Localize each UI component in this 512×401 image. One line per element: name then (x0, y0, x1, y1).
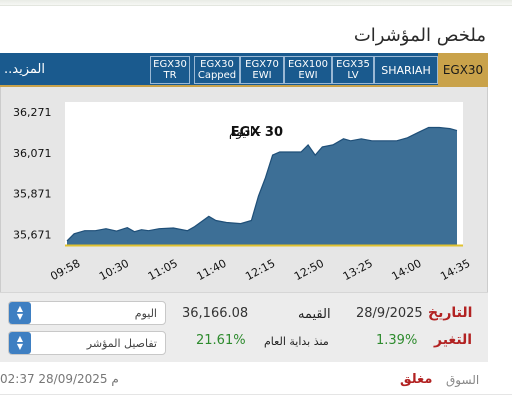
series-line (66, 126, 458, 242)
y-tick-label: 35,671 (13, 229, 52, 242)
select-arrows-icon: ▲ ▼ (9, 332, 31, 354)
index-value: 36,166.08 (182, 306, 249, 321)
tab-egx30-capped[interactable]: EGX30 Capped (194, 56, 240, 84)
x-tick-label: 11:05 (146, 257, 180, 283)
tab-egx100-ewi[interactable]: EGX100 EWI (284, 56, 332, 84)
tab-egx30[interactable]: EGX30 (438, 53, 488, 87)
date-label: التاريخ (428, 305, 473, 321)
x-tick-label: 11:40 (195, 257, 229, 283)
ytd-label: منذ بداية العام (264, 335, 329, 348)
period-select[interactable]: ▲ ▼ اليوم (8, 301, 166, 325)
chart-panel: 36,271 36,071 35,871 35,671 09:58 10:30 11:05 1… (0, 87, 488, 292)
tab-egx70-ewi[interactable]: EGX70 EWI (240, 56, 284, 84)
y-tick-label: 36,271 (13, 106, 52, 119)
period-select-value: اليوم (134, 307, 157, 320)
y-tick-label: 35,871 (13, 188, 52, 201)
tab-label: EGX35 LV (336, 59, 370, 81)
x-tick-label: 13:25 (341, 257, 375, 283)
status-bar: 02:37 28/09/2025 م السوق مغلق (0, 368, 500, 392)
index-tab-bar: المزيد.. EGX30 TR EGX30 Capped EGX70 EWI… (0, 53, 488, 87)
details-select-value: تفاصيل المؤشر (86, 337, 157, 350)
chart-subtitle: - اليوم (229, 125, 261, 140)
series-area (67, 127, 457, 245)
market-state: مغلق (400, 372, 433, 387)
index-date: 28/9/2025 (356, 306, 423, 321)
index-chart: 36,271 36,071 35,871 35,671 09:58 10:30 11:05 1… (13, 102, 472, 283)
tab-label: EGX30 (442, 62, 484, 77)
chart-title: EGX 30 (231, 125, 283, 140)
details-select[interactable]: ▲ ▼ تفاصيل المؤشر (8, 331, 166, 355)
x-tick-label: 10:30 (97, 257, 131, 283)
widget-title: ملخص المؤشرات (353, 25, 486, 46)
x-tick-label: 14:00 (390, 257, 424, 283)
x-tick-label: 09:58 (48, 257, 82, 283)
value-label: القيمه (298, 307, 331, 322)
market-label: السوق (446, 373, 480, 387)
tab-egx30-tr[interactable]: EGX30 TR (150, 56, 190, 84)
ytd-change-value: 21.61% (196, 333, 246, 348)
tab-label: EGX70 EWI (245, 59, 279, 81)
select-arrows-icon: ▲ ▼ (9, 302, 31, 324)
x-tick-label: 14:35 (438, 257, 472, 283)
divider (0, 394, 512, 395)
last-update-time: 02:37 28/09/2025 م (0, 372, 119, 386)
change-label: التغير (434, 332, 473, 348)
tab-label: EGX100 EWI (287, 59, 328, 81)
more-link[interactable]: المزيد.. (4, 62, 45, 77)
change-value: 1.39% (376, 333, 418, 348)
tab-label: EGX30 Capped (197, 59, 237, 81)
y-tick-label: 36,071 (13, 147, 52, 160)
tab-label: SHARIAH (381, 63, 431, 77)
index-info-panel: ▲ ▼ اليوم ▲ ▼ تفاصيل المؤشر 36,166.08 القي… (0, 292, 488, 362)
tab-egx35-lv[interactable]: EGX35 LV (332, 56, 374, 84)
x-tick-label: 12:50 (292, 257, 326, 283)
top-strip (0, 0, 512, 6)
tab-label: EGX30 TR (153, 59, 187, 81)
tab-shariah[interactable]: SHARIAH (374, 56, 438, 84)
x-tick-label: 12:15 (243, 257, 277, 283)
